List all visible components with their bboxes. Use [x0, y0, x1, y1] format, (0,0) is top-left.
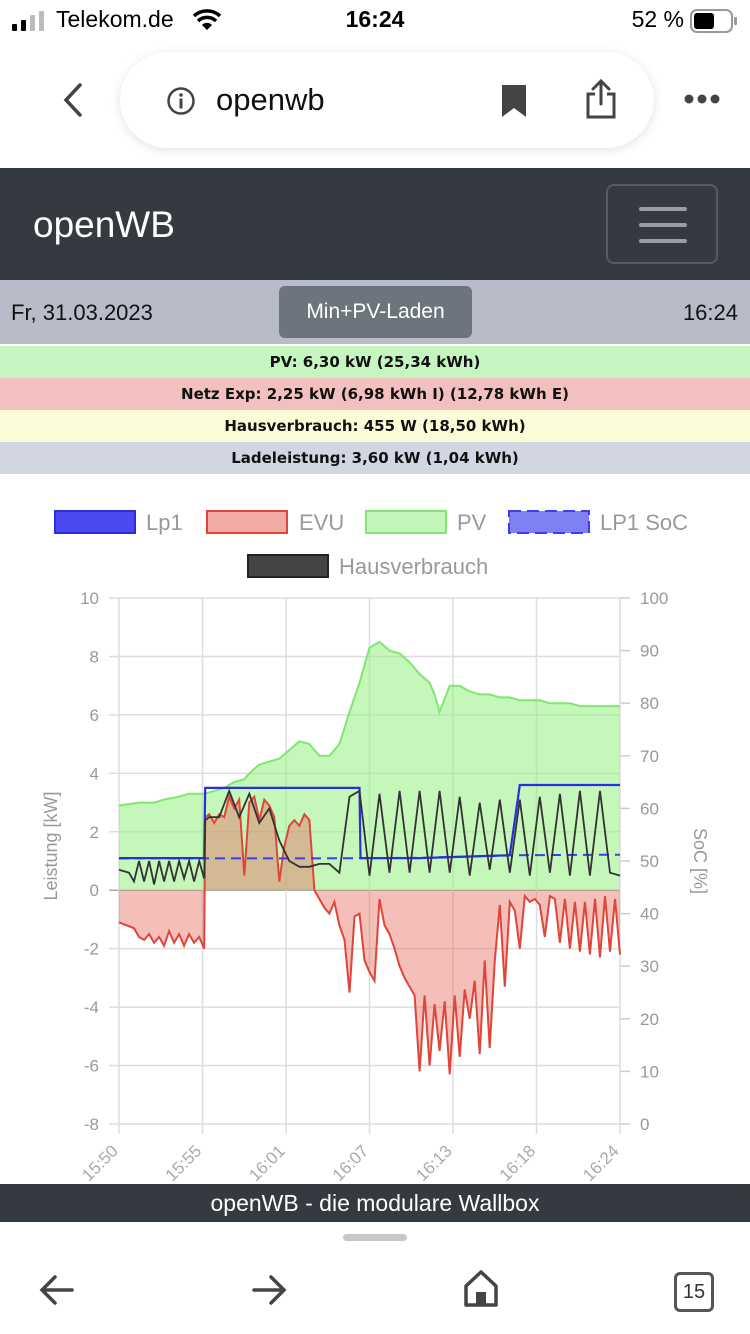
hamburger-icon — [639, 207, 687, 211]
status-bar: Telekom.de 16:24 52 % — [0, 0, 750, 44]
y-tick-right: 90 — [640, 642, 659, 661]
y-tick-left: 8 — [90, 647, 99, 666]
page-footer: openWB - die modulare Wallbox — [0, 1184, 750, 1222]
legend-item-pv[interactable]: PV — [365, 510, 487, 535]
x-tick-label: 16:01 — [245, 1141, 289, 1184]
back-arrow-icon[interactable] — [38, 1274, 76, 1306]
y-tick-right: 40 — [640, 905, 659, 924]
y-tick-right: 50 — [640, 852, 659, 871]
browser-toolbar: openwb — [0, 44, 750, 164]
y-tick-right: 10 — [640, 1062, 659, 1081]
y-tick-left: 10 — [80, 589, 99, 608]
hamburger-icon — [639, 223, 687, 227]
info-icon[interactable] — [166, 86, 196, 116]
evu-series-line — [118, 793, 621, 1075]
legend-label-lp1: Lp1 — [146, 510, 183, 535]
legend-item-soc[interactable]: LP1 SoC — [508, 510, 688, 535]
legend-label-hausverbrauch: Hausverbrauch — [339, 554, 488, 579]
wifi-icon — [192, 9, 222, 30]
home-icon[interactable] — [462, 1268, 500, 1308]
y-tick-left: 0 — [90, 881, 99, 900]
sheet-handle[interactable] — [343, 1234, 407, 1241]
y-tick-left: -8 — [84, 1115, 99, 1134]
y-tick-left: -6 — [84, 1057, 99, 1076]
legend-label-pv: PV — [457, 510, 487, 535]
current-time: 16:24 — [682, 300, 738, 325]
legend-label-soc: LP1 SoC — [600, 510, 688, 535]
power-chart-svg: Lp1 EVU PV LP1 SoC Hausverbrauch 1086420… — [41, 510, 710, 1185]
legend-item-hausverbrauch[interactable]: Hausverbrauch — [247, 554, 488, 579]
forward-arrow-icon[interactable] — [250, 1274, 288, 1306]
charge-mode-button[interactable]: Min+PV-Laden — [279, 286, 472, 338]
x-tick-label: 16:07 — [329, 1141, 373, 1184]
brand-title[interactable]: openWB — [33, 204, 175, 245]
url-text[interactable]: openwb — [216, 82, 325, 117]
y-tick-right: 80 — [640, 694, 659, 713]
lp1-series-line — [119, 783, 620, 860]
signal-icon — [12, 11, 44, 31]
y-tick-right: 60 — [640, 799, 659, 818]
pv-series-area — [119, 641, 620, 891]
info-row: Fr, 31.03.2023 Min+PV-Laden 16:24 — [0, 280, 750, 344]
grid-stat: Netz Exp: 2,25 kW (6,98 kWh I) (12,78 kW… — [0, 378, 750, 410]
legend-item-lp1[interactable]: Lp1 — [54, 510, 183, 535]
pv-stat: PV: 6,30 kW (25,34 kWh) — [0, 346, 750, 378]
share-icon[interactable] — [584, 78, 618, 120]
y-tick-left: 4 — [90, 764, 99, 783]
x-tick-label: 15:50 — [78, 1141, 122, 1184]
y-tick-left: 2 — [90, 823, 99, 842]
y-tick-right: 30 — [640, 957, 659, 976]
y-axis-left-label: Leistung [kW] — [41, 791, 61, 900]
house-consumption-stat: Hausverbrauch: 455 W (18,50 kWh) — [0, 410, 750, 442]
x-tick-label: 16:18 — [496, 1141, 540, 1184]
y-axis-right-label: SoC [%] — [690, 828, 710, 894]
y-tick-left: 6 — [90, 706, 99, 725]
battery-percentage: 52 % — [631, 6, 684, 32]
chart-legend: Lp1 EVU PV LP1 SoC Hausverbrauch — [54, 510, 688, 579]
hamburger-icon — [639, 239, 687, 243]
y-tick-left: -4 — [84, 998, 99, 1017]
y-tick-left: -2 — [84, 940, 99, 959]
hausverbrauch-series-line — [118, 788, 621, 885]
charge-power-stat: Ladeleistung: 3,60 kW (1,04 kWh) — [0, 442, 750, 474]
x-tick-label: 15:55 — [162, 1141, 206, 1184]
x-tick-label: 16:24 — [579, 1141, 623, 1184]
y-tick-right: 70 — [640, 747, 659, 766]
carrier-name: Telekom.de — [56, 6, 174, 32]
legend-item-evu[interactable]: EVU — [206, 510, 344, 535]
menu-toggle-button[interactable] — [606, 184, 718, 264]
status-time: 16:24 — [345, 6, 405, 32]
y-tick-right: 20 — [640, 1010, 659, 1029]
address-bar[interactable]: openwb — [120, 52, 654, 148]
more-menu-icon[interactable] — [684, 94, 720, 104]
power-chart: Lp1 EVU PV LP1 SoC Hausverbrauch 10 8 6 4 2 0… — [0, 476, 750, 1185]
y-tick-right: 0 — [640, 1115, 649, 1134]
bookmark-icon[interactable] — [500, 83, 528, 119]
legend-label-evu: EVU — [299, 510, 344, 535]
evu-series-area — [119, 796, 620, 1075]
tabs-button[interactable]: 15 — [674, 1272, 714, 1312]
browser-bottom-toolbar: 15 — [0, 1242, 750, 1334]
y-tick-right: 100 — [640, 589, 668, 608]
back-chevron-icon[interactable] — [60, 82, 86, 118]
x-axis-ticks: 15:50 15:55 16:01 16:07 16:13 16:18 16:24 — [78, 1141, 623, 1185]
chart-series — [118, 640, 621, 1075]
current-date: Fr, 31.03.2023 — [11, 300, 153, 325]
app-navbar: openWB — [0, 168, 750, 280]
battery-icon — [690, 9, 737, 33]
y-axis-left-ticks: 10 8 6 4 2 0 -2 -4 -6 -8 — [80, 589, 99, 1134]
x-tick-label: 16:13 — [412, 1141, 456, 1184]
